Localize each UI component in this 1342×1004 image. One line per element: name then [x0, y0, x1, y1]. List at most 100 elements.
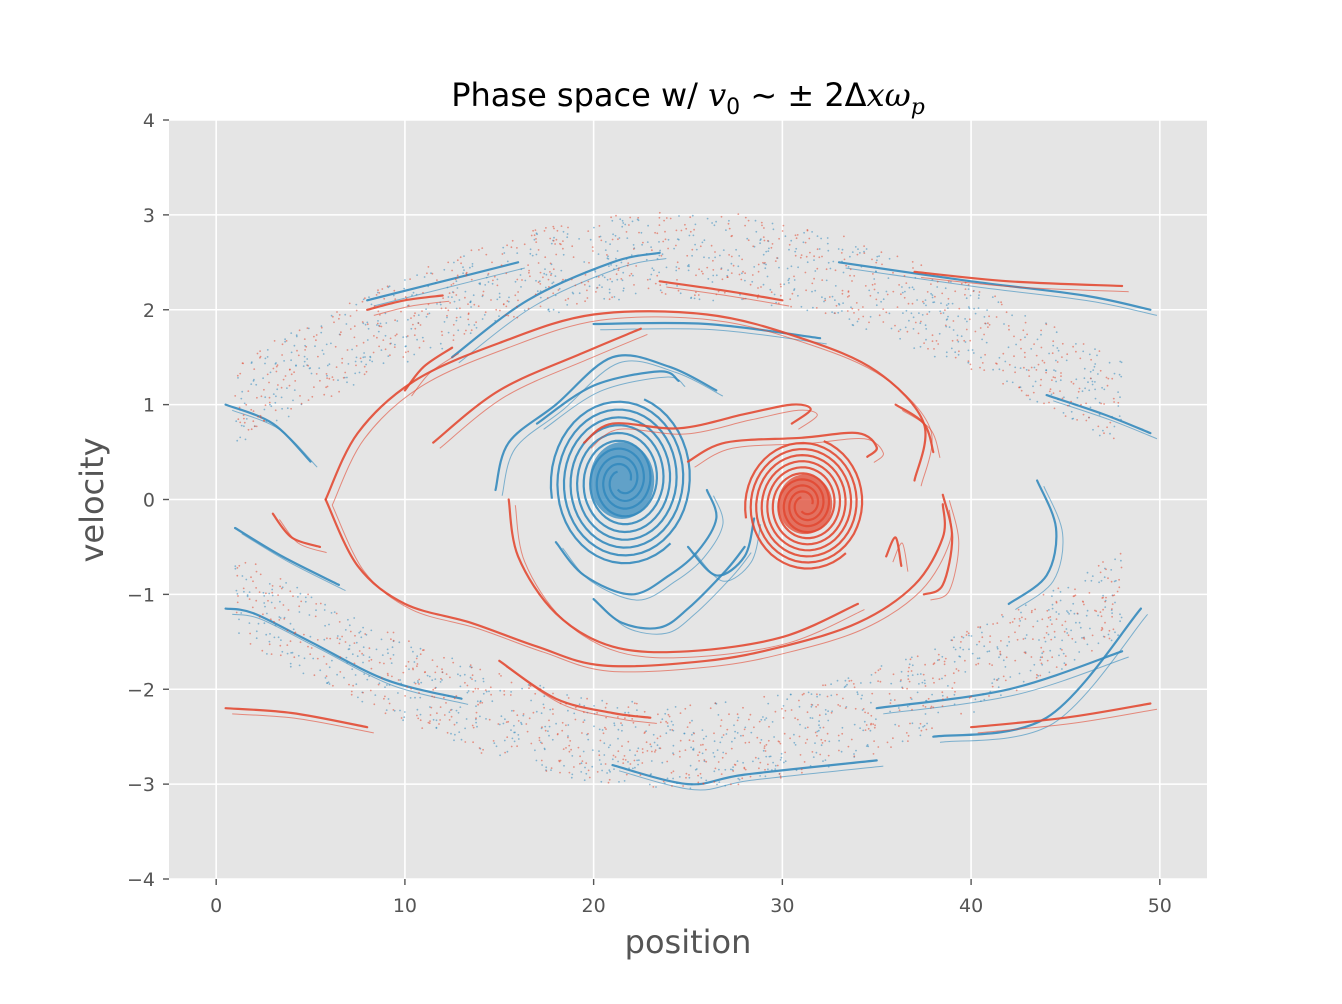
data-point: [567, 297, 570, 300]
data-point: [863, 252, 866, 255]
data-point: [1044, 640, 1047, 643]
data-point: [571, 755, 574, 757]
data-point: [1033, 366, 1036, 369]
x-tick-label: 50: [1148, 895, 1172, 917]
data-point: [726, 728, 729, 731]
data-point: [1040, 329, 1042, 332]
data-point: [605, 716, 607, 719]
data-point: [308, 367, 311, 370]
data-point: [645, 741, 648, 744]
data-point: [498, 315, 500, 317]
data-point: [451, 296, 453, 298]
data-point: [490, 693, 492, 696]
data-point: [760, 221, 763, 224]
data-point: [337, 379, 339, 382]
data-point: [300, 402, 303, 405]
data-point: [574, 706, 577, 709]
data-point: [527, 264, 529, 266]
data-point: [794, 254, 797, 257]
data-point: [613, 768, 615, 770]
data-point: [410, 687, 412, 690]
data-point: [328, 683, 331, 685]
data-point: [315, 603, 318, 605]
data-point: [1101, 597, 1104, 599]
data-point: [1061, 639, 1063, 642]
data-point: [539, 684, 542, 687]
data-point: [313, 386, 315, 388]
data-point: [472, 741, 474, 744]
data-point: [847, 745, 850, 748]
data-point: [429, 720, 431, 722]
data-point: [1085, 614, 1088, 617]
data-point: [922, 725, 924, 728]
data-point: [905, 658, 907, 661]
data-point: [417, 681, 419, 684]
data-point: [889, 699, 892, 701]
data-point: [728, 219, 730, 222]
data-point: [249, 643, 252, 645]
data-point: [889, 702, 892, 704]
data-point: [362, 654, 365, 656]
data-point: [816, 235, 819, 238]
data-point: [558, 311, 560, 314]
data-point: [519, 274, 522, 276]
data-point: [694, 243, 696, 246]
data-point: [496, 284, 499, 287]
data-point: [612, 233, 614, 236]
filament-curve: [543, 376, 686, 430]
data-point: [539, 271, 542, 274]
data-point: [1112, 397, 1115, 400]
data-point: [1087, 381, 1089, 384]
data-point: [869, 294, 872, 297]
data-point: [530, 699, 532, 702]
data-point: [1041, 652, 1044, 655]
data-point: [819, 693, 821, 696]
data-point: [1000, 640, 1002, 642]
data-point: [1075, 621, 1077, 624]
data-point: [1052, 376, 1055, 378]
data-point: [767, 739, 770, 742]
data-point: [925, 328, 928, 330]
data-point: [1045, 371, 1047, 374]
data-point: [1110, 639, 1113, 642]
data-point: [679, 292, 682, 295]
data-point: [778, 237, 780, 240]
data-point: [923, 302, 925, 305]
data-point: [441, 347, 444, 350]
filament-curve: [686, 431, 878, 463]
data-point: [874, 671, 877, 674]
data-point: [611, 238, 614, 241]
data-point: [246, 595, 249, 598]
data-point: [234, 565, 237, 567]
data-point: [901, 286, 903, 288]
data-point: [367, 327, 370, 330]
data-point: [279, 578, 282, 580]
data-point: [339, 638, 341, 641]
data-point: [263, 595, 266, 597]
data-point: [686, 265, 689, 267]
data-point: [720, 268, 723, 270]
data-point: [279, 617, 282, 619]
data-point: [988, 323, 991, 326]
data-point: [679, 756, 681, 758]
data-point: [407, 660, 410, 663]
data-point: [658, 271, 660, 274]
data-point: [816, 730, 819, 733]
data-point: [379, 322, 382, 325]
data-point: [960, 635, 963, 638]
data-point: [794, 717, 796, 719]
data-point: [973, 307, 975, 310]
data-point: [1024, 356, 1026, 358]
data-point: [1009, 621, 1012, 624]
data-point: [574, 284, 577, 287]
data-point: [903, 274, 906, 277]
data-point: [719, 725, 722, 727]
data-point: [945, 355, 948, 358]
data-point: [1015, 689, 1018, 692]
data-point: [924, 299, 927, 301]
data-point: [1059, 599, 1062, 602]
data-point: [654, 751, 656, 753]
data-point: [898, 725, 900, 727]
data-point: [877, 746, 880, 748]
filament-curve: [1045, 394, 1152, 435]
